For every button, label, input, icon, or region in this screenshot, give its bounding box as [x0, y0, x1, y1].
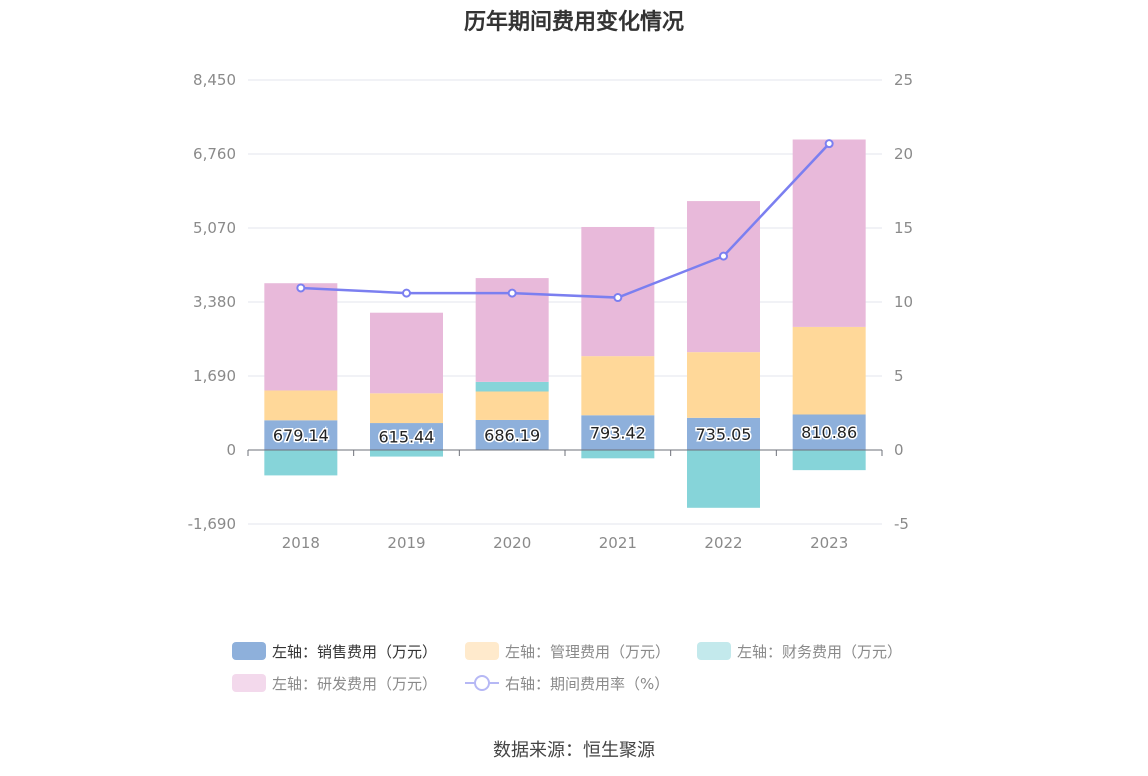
- x-tick-label: 2022: [704, 534, 742, 552]
- expense-rate-line: [296, 139, 834, 303]
- x-tick-label: 2020: [493, 534, 531, 552]
- right-axis: 25 20 15 10 5 0 -5: [894, 71, 913, 533]
- bar-segment: [264, 450, 338, 476]
- legend-swatch: [465, 642, 499, 660]
- left-tick-label: 8,450: [193, 71, 236, 89]
- bar-segment: [792, 450, 866, 471]
- right-tick-label: 10: [894, 293, 913, 311]
- bar-labels: 679.14 615.44 686.19 793.42 735.05 810.86: [271, 422, 858, 448]
- rate-point: [824, 139, 834, 149]
- left-tick-label: -1,690: [188, 515, 236, 533]
- left-tick-label: 5,070: [193, 219, 236, 237]
- rate-line: [300, 142, 831, 299]
- rate-point: [507, 288, 517, 298]
- right-tick-label: -5: [894, 515, 909, 533]
- bar-segment: [687, 417, 760, 450]
- bar-segment: [687, 450, 760, 508]
- legend-label: 左轴：销售费用（万元）: [272, 643, 437, 661]
- bar-segment: [370, 450, 443, 457]
- data-source: 数据来源：恒生聚源: [493, 740, 655, 761]
- legend-swatch: [697, 642, 731, 660]
- bar-segment: [264, 420, 338, 450]
- bar-segment: [370, 312, 443, 394]
- bar-value-label: 793.42: [590, 424, 646, 443]
- bar-segment: [581, 450, 655, 459]
- x-axis: 2018 2019 2020 2021 2022 2023: [282, 534, 849, 552]
- chart-title: 历年期间费用变化情况: [463, 10, 684, 35]
- bar-segment: [792, 139, 866, 327]
- bar-segment: [264, 283, 338, 391]
- rate-point: [613, 293, 623, 303]
- legend-swatch: [232, 674, 266, 692]
- bar-segment: [370, 393, 443, 424]
- bar-value-label: 810.86: [801, 423, 857, 442]
- rate-point: [296, 283, 306, 293]
- bar-value-label: 615.44: [379, 428, 435, 447]
- legend-swatch: [232, 642, 266, 660]
- bar-segment: [264, 390, 338, 421]
- left-tick-label: 3,380: [193, 293, 236, 311]
- right-tick-label: 25: [894, 71, 913, 89]
- bar-segment: [792, 326, 866, 415]
- legend-label: 左轴：管理费用（万元）: [505, 643, 670, 661]
- x-tick-label: 2019: [387, 534, 425, 552]
- bar-segment: [687, 201, 760, 353]
- left-tick-label: 0: [226, 441, 236, 459]
- left-tick-label: 6,760: [193, 145, 236, 163]
- bar-segment: [475, 391, 549, 420]
- bar-segment: [581, 356, 655, 416]
- x-tick-label: 2021: [599, 534, 637, 552]
- x-tick-label: 2023: [810, 534, 848, 552]
- right-tick-label: 5: [894, 367, 904, 385]
- rate-point: [719, 251, 728, 261]
- rate-point: [402, 288, 411, 298]
- bar-segment: [581, 226, 655, 357]
- legend-label: 右轴：期间费用率（%）: [505, 675, 669, 693]
- right-tick-label: 15: [894, 219, 913, 237]
- bar-segment: [792, 414, 866, 450]
- left-axis: 8,450 6,760 5,070 3,380 1,690 0 -1,690: [188, 71, 236, 533]
- bar-segment: [687, 352, 760, 418]
- legend-label: 左轴：财务费用（万元）: [737, 643, 902, 661]
- bar-segment: [581, 415, 655, 450]
- x-tick-label: 2018: [282, 534, 320, 552]
- bar-segment: [370, 423, 443, 450]
- zero-axis-line: [247, 449, 883, 456]
- right-tick-label: 0: [894, 441, 904, 459]
- right-tick-label: 20: [894, 145, 913, 163]
- bar-value-label: 735.05: [696, 425, 752, 444]
- bar-segment: [475, 419, 549, 450]
- bar-segment: [475, 381, 549, 392]
- grid-lines: [248, 79, 882, 525]
- legend-circle-marker: [474, 675, 490, 691]
- left-tick-label: 1,690: [193, 367, 236, 385]
- legend: 左轴：销售费用（万元） 左轴：管理费用（万元） 左轴：财务费用（万元） 左轴：研发费用…: [232, 642, 902, 693]
- bar-value-label: 679.14: [273, 426, 329, 445]
- bar-value-label: 686.19: [484, 426, 540, 445]
- legend-label: 左轴：研发费用（万元）: [272, 675, 437, 693]
